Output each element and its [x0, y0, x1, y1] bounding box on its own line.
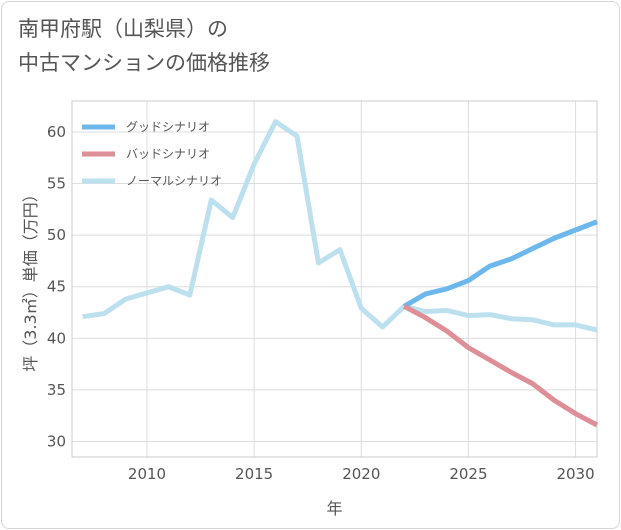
x-tick-label: 2010 — [128, 465, 166, 483]
legend-label: ノーマルシナリオ — [126, 174, 222, 188]
series-line-2 — [402, 304, 599, 428]
legend-label: グッドシナリオ — [126, 120, 210, 134]
x-tick-label: 2030 — [556, 465, 594, 483]
x-tick-label: 2025 — [449, 465, 487, 483]
legend-label: バッドシナリオ — [126, 147, 210, 161]
chart-title-line-2: 中古マンションの価格推移 — [18, 51, 270, 75]
y-tick-label: 50 — [47, 226, 66, 244]
chart-series — [82, 119, 599, 428]
chart-title: 南甲府駅（山梨県）の 中古マンションの価格推移 — [18, 12, 270, 80]
axis-ticks: 30 35 40 45 50 55 60 2010 2015 2020 2025 2030 — [47, 123, 595, 483]
y-tick-label: 45 — [47, 278, 66, 296]
x-tick-label: 2015 — [235, 465, 273, 483]
y-tick-label: 60 — [47, 123, 66, 141]
x-axis-label: 年 — [326, 499, 342, 518]
chart-title-line-1: 南甲府駅（山梨県）の — [18, 17, 228, 41]
y-tick-label: 35 — [47, 381, 66, 399]
y-tick-label: 40 — [47, 329, 66, 347]
x-tick-label: 2020 — [342, 465, 380, 483]
plot-area — [71, 100, 598, 458]
series-line-3 — [82, 119, 598, 333]
y-axis-label: 坪（3.3㎡）単価（万円） — [21, 186, 40, 371]
series-line-1 — [402, 219, 598, 309]
y-tick-label: 30 — [47, 433, 66, 451]
y-tick-label: 55 — [47, 175, 66, 193]
